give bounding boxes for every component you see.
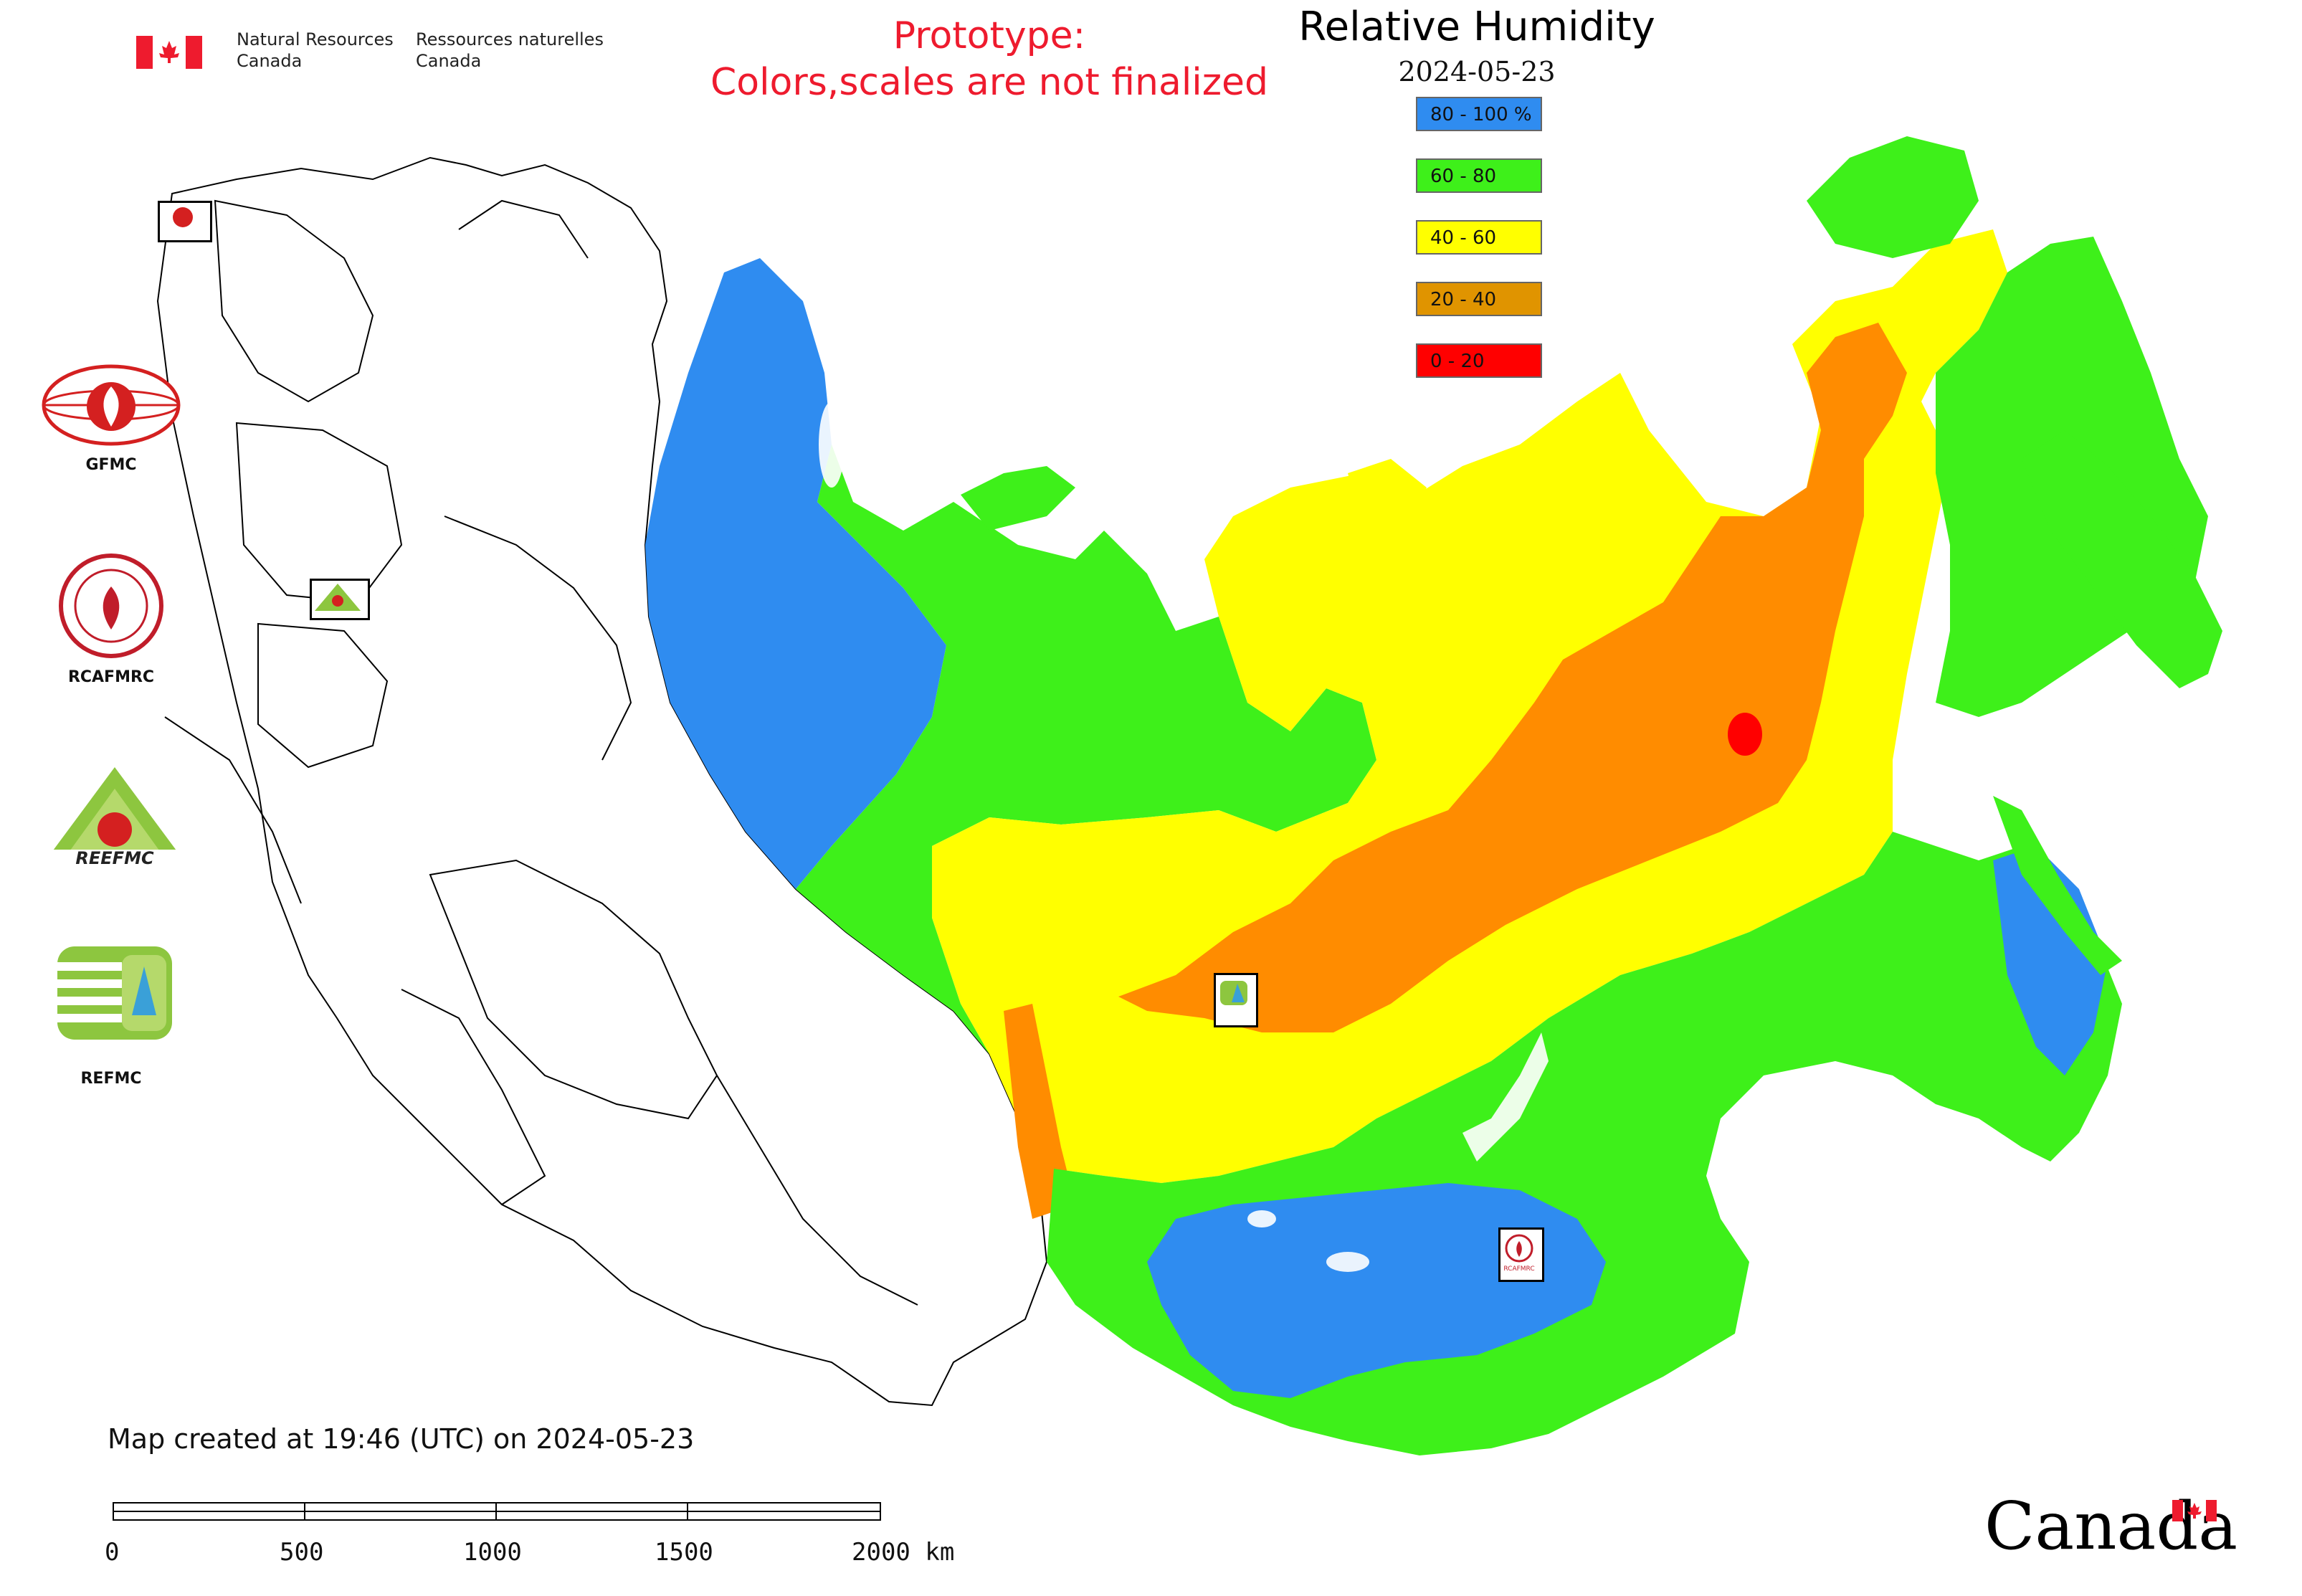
scale-tick-1000: 1000 [463, 1538, 522, 1567]
canada-wordmark-text: Canada [1984, 1488, 2238, 1564]
canada-flag-icon [136, 36, 202, 69]
legend-label: 80 - 100 % [1430, 104, 1532, 125]
region-very-humid-west [645, 258, 946, 889]
rcafmrc-label: RCAFMRC [67, 668, 155, 686]
agency-name-en: Natural Resources Canada [237, 29, 394, 72]
agency-name-en-line2: Canada [237, 51, 303, 71]
reefmc-logo [39, 764, 190, 874]
legend-label: 60 - 80 [1430, 166, 1497, 187]
refmc-map-marker[interactable] [1214, 973, 1258, 1027]
region-humid-novaya-zemlya [961, 466, 1075, 531]
region-dry-strip-west [1004, 1004, 1075, 1219]
rcafmrc-map-marker-label: RCAFMRC [1503, 1265, 1535, 1273]
legend-item-40-60: 40 - 60 [1416, 220, 1542, 255]
prototype-note: Colors,scales are not finalized [710, 61, 1269, 104]
reefmc-mark-label: REEFMC [75, 848, 154, 868]
map-date: 2024-05-23 [1398, 56, 1556, 87]
canada-wordmark: Canada [1984, 1488, 2237, 1564]
gfmc-map-marker[interactable] [158, 201, 212, 242]
scale-tick-0: 0 [105, 1538, 120, 1567]
region-very-humid-east [1993, 846, 2108, 1075]
prototype-heading: Prototype: [893, 14, 1086, 57]
region-very-humid-south [1147, 1183, 1606, 1398]
humidity-field [645, 136, 2222, 1455]
legend-item-0-20: 0 - 20 [1416, 343, 1542, 378]
refmc-logo [57, 946, 172, 1042]
agency-name-fr-line2: Canada [416, 51, 482, 71]
canada-wordmark-flag-icon [2172, 1500, 2217, 1521]
lakes-overlay [819, 402, 1549, 1272]
region-humid-sakhalin [1993, 796, 2122, 975]
legend-item-20-40: 20 - 40 [1416, 282, 1542, 316]
rcafmrc-logo [57, 552, 165, 662]
gfmc-logo [39, 362, 183, 451]
map-created-note: Map created at 19:46 (UTC) on 2024-05-23 [108, 1423, 695, 1455]
country-borders-west [156, 156, 1048, 1407]
region-moderate-severnaya [1348, 459, 1427, 531]
legend-label: 40 - 60 [1430, 227, 1497, 249]
scale-tick-2000: 2000 km [852, 1538, 955, 1567]
agency-name-en-line1: Natural Resources [237, 29, 394, 49]
legend-label: 0 - 20 [1430, 351, 1485, 372]
region-humid-green [796, 445, 1376, 1054]
agency-name-fr-line1: Ressources naturelles [416, 29, 604, 49]
scale-tick-1500: 1500 [655, 1538, 713, 1567]
legend-label: 20 - 40 [1430, 289, 1497, 310]
refmc-label: REFMC [80, 1070, 142, 1088]
map-title: Relative Humidity [1298, 4, 1655, 50]
region-very-dry-red [1728, 713, 1762, 756]
scale-tick-500: 500 [280, 1538, 324, 1567]
region-humid-kamchatka [2022, 430, 2222, 688]
reefmc-map-marker[interactable] [310, 579, 370, 620]
legend-item-60-80: 60 - 80 [1416, 158, 1542, 193]
region-humid-chukotka [1807, 136, 1979, 258]
region-dry-orange [1118, 323, 1907, 1032]
legend-item-80-100: 80 - 100 % [1416, 97, 1542, 131]
region-moderate-yellow [932, 229, 2007, 1183]
gfmc-label: GFMC [85, 456, 137, 474]
scale-bar [113, 1502, 881, 1521]
agency-name-fr: Ressources naturelles Canada [416, 29, 604, 72]
rcafmrc-map-marker[interactable]: RCAFMRC [1498, 1227, 1544, 1282]
